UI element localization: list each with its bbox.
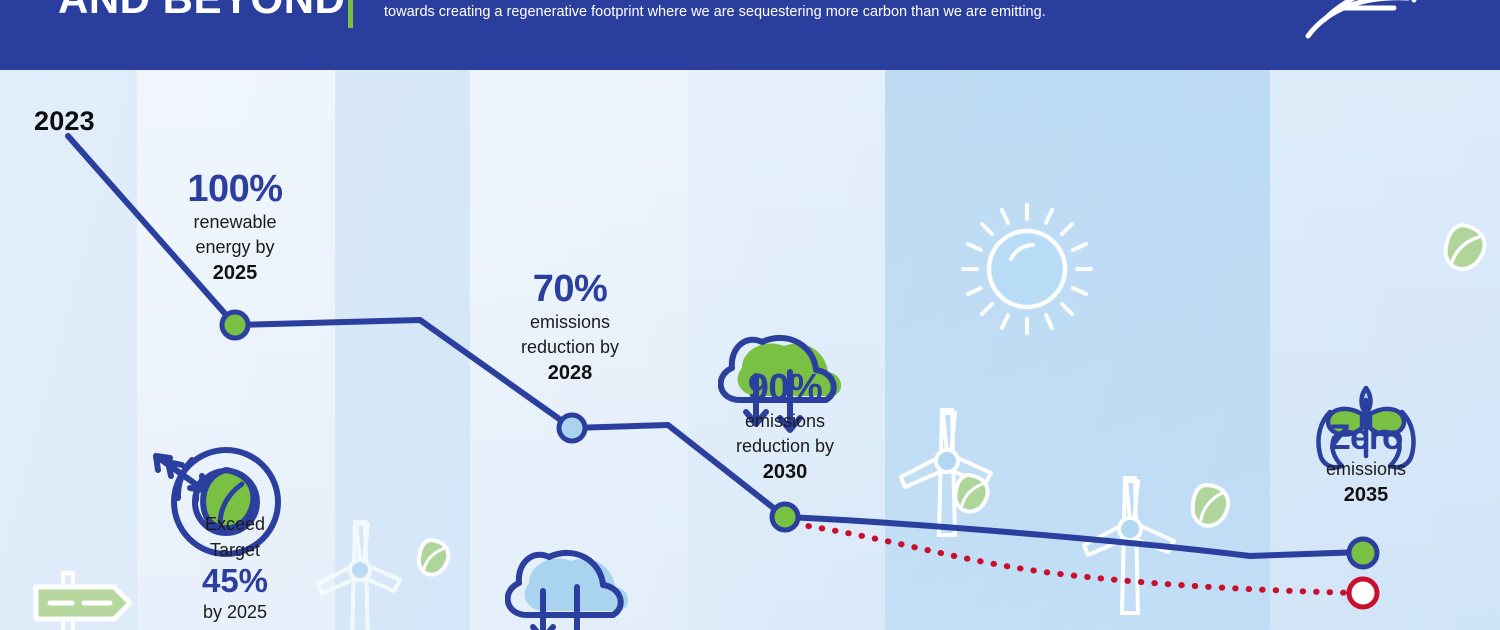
header-bar: AND BEYOND ng ... y 2035 ... jo ... g to…	[0, 0, 1500, 70]
wind-turbine-icon	[316, 520, 402, 630]
cloud-down-arrows-blue-icon	[505, 550, 629, 630]
column-band-6	[1270, 70, 1500, 630]
milestone-year: 2035	[1343, 483, 1389, 506]
milestone-desc-line2: reduction by	[520, 336, 620, 357]
chart-start-year-label: 2023	[34, 106, 95, 136]
milestone-desc-line2: reduction by	[735, 435, 835, 456]
wind-turbine-icon	[1082, 476, 1176, 615]
sun-icon	[961, 203, 1093, 335]
header-description: ng ... y 2035 ... jo ... g towards creat…	[384, 0, 1204, 24]
exceed-target-line1: Exceed	[204, 514, 266, 534]
milestone-year: 2030	[762, 460, 808, 483]
milestone-desc-line1: renewable	[193, 211, 277, 232]
signpost-icon	[33, 571, 133, 630]
header-description-line-main: towards creating a regenerative footprin…	[384, 4, 1046, 20]
emissions-roadmap-chart	[65, 133, 1380, 610]
chart-marker-2030	[769, 501, 801, 533]
chart-marker-2035-sequestration	[1346, 576, 1380, 610]
title-divider	[348, 0, 353, 28]
infographic-canvas: 2023 100% renewable energy by 2025 Excee…	[0, 70, 1500, 630]
leaf-icon	[1190, 482, 1230, 528]
milestone-desc-line2: energy by	[195, 236, 275, 257]
cloud-down-arrows-green-icon	[718, 335, 842, 433]
exceed-target-block: Exceed Target 45% by 2025	[150, 511, 320, 625]
milestone-percent: 70%	[532, 268, 608, 310]
column-band-3	[470, 70, 688, 630]
chart-marker-2028	[556, 412, 588, 444]
milestone-percent: Zero	[1329, 418, 1403, 457]
milestone-emissions-2028: 70% emissions reduction by 2028	[485, 268, 655, 386]
target-leaf-icon	[153, 447, 281, 557]
chart-marker-2035	[1346, 536, 1380, 570]
milestone-emissions-2030: 90% emissions reduction by 2030	[700, 367, 870, 485]
milestone-year: 2025	[212, 261, 258, 284]
exceed-target-percent: 45%	[201, 562, 269, 599]
milestone-year: 2028	[547, 361, 593, 384]
milestone-renewable-2025: 100% renewable energy by 2025	[152, 168, 318, 286]
milestone-desc-line1: emissions	[744, 410, 826, 431]
milestone-zero-2035: Zero emissions 2035	[1283, 418, 1449, 508]
background-decor	[33, 203, 1487, 630]
leaf-icon	[416, 537, 451, 577]
milestone-percent: 100%	[187, 168, 283, 210]
hands-sprout-icon	[1316, 385, 1416, 470]
leaf-icon	[1443, 222, 1487, 271]
page-title: AND BEYOND	[58, 0, 345, 20]
leaf-icon	[953, 472, 990, 514]
milestone-desc-line1: emissions	[529, 311, 611, 332]
milestone-desc-line1: emissions	[1325, 458, 1407, 479]
exceed-target-by: by 2025	[202, 602, 268, 622]
chart-marker-2025	[219, 309, 251, 341]
milestone-percent: 90%	[747, 367, 823, 409]
chart-series-sequestration	[792, 521, 1358, 596]
leaf-swoosh-icon	[1305, 0, 1417, 39]
exceed-target-line2: Target	[209, 540, 261, 560]
column-band-1	[137, 70, 335, 630]
wind-turbine-icon	[899, 408, 993, 537]
